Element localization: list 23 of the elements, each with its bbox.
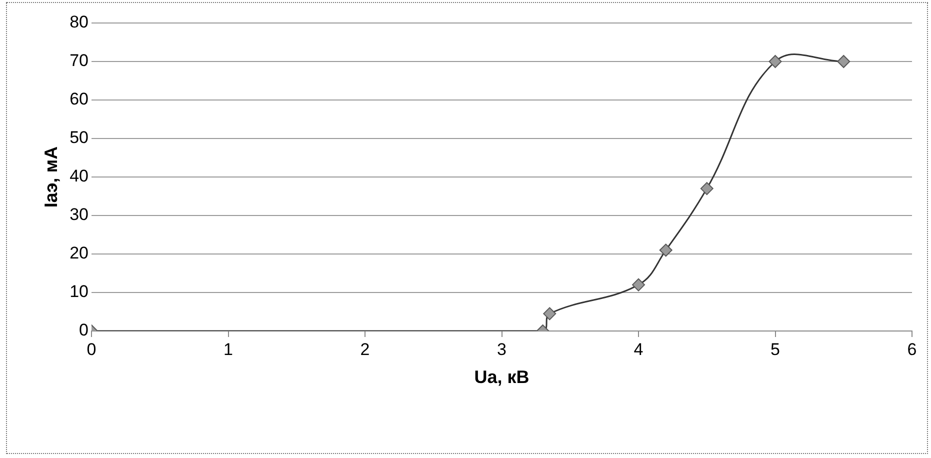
y-tick-label: 30 bbox=[70, 205, 89, 224]
y-tick-label: 50 bbox=[70, 128, 89, 148]
y-tick-label: 0 bbox=[79, 320, 89, 340]
y-tick-label: 40 bbox=[70, 166, 89, 186]
x-tick-label: 4 bbox=[634, 340, 644, 359]
y-tick-label: 10 bbox=[70, 282, 89, 302]
x-axis-title: Ua, кВ bbox=[474, 367, 530, 388]
y-tick-label: 20 bbox=[70, 244, 89, 263]
y-tick-label: 70 bbox=[70, 51, 89, 70]
y-tick-label: 60 bbox=[70, 90, 89, 109]
x-tick-label: 5 bbox=[770, 340, 780, 359]
point bbox=[837, 55, 850, 68]
point bbox=[700, 182, 714, 196]
y-tick-label: 80 bbox=[70, 12, 89, 32]
point bbox=[543, 307, 556, 320]
x-tick-label: 3 bbox=[497, 340, 506, 359]
point bbox=[768, 55, 782, 68]
point bbox=[659, 244, 672, 257]
y-axis-title: Iaэ, мА bbox=[40, 146, 61, 208]
x-tick-label: 2 bbox=[360, 340, 370, 359]
point bbox=[632, 278, 646, 292]
x-tick-label: 6 bbox=[907, 340, 917, 359]
x-tick-label: 1 bbox=[224, 340, 233, 359]
